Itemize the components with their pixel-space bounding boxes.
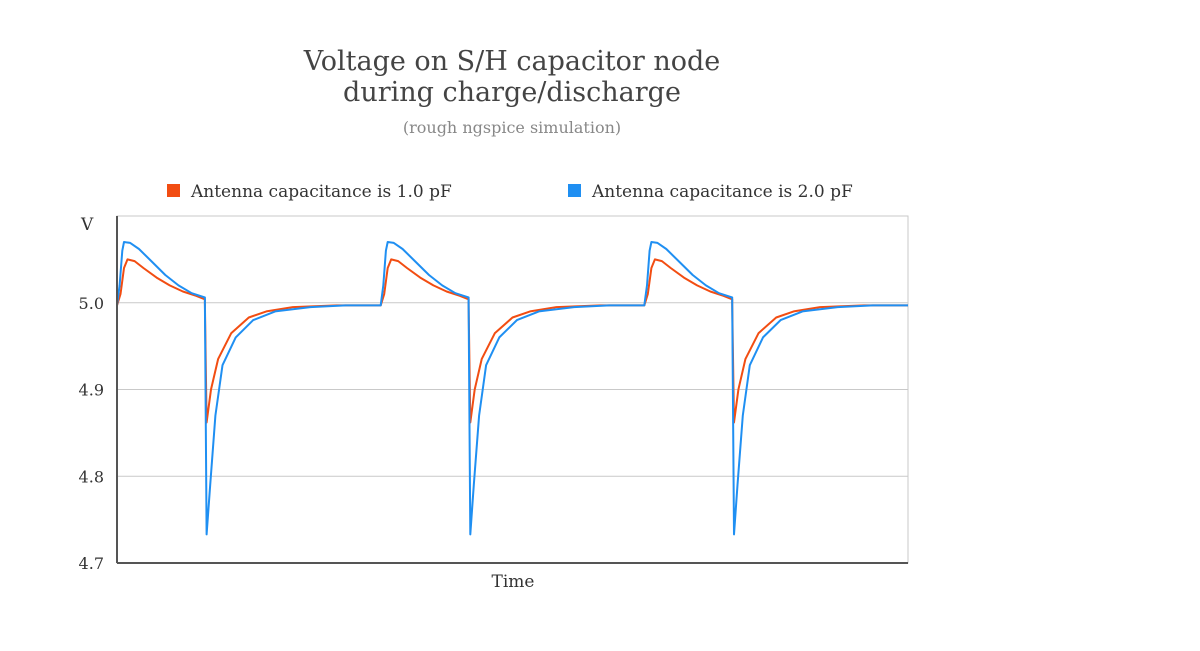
legend-label-2: Antenna capacitance is 2.0 pF	[591, 182, 853, 202]
y-tick-label-1: 4.8	[79, 467, 104, 486]
series-group	[116, 241, 908, 536]
chart-subtitle: (rough ngspice simulation)	[403, 118, 621, 137]
y-tick-label-3: 5.0	[79, 294, 104, 313]
series-line-1	[116, 258, 908, 424]
x-axis-label: Time	[492, 572, 535, 592]
y-tick-label-2: 4.9	[79, 381, 104, 400]
y-tick-label-0: 4.7	[79, 554, 104, 573]
grid	[116, 215, 909, 564]
chart-title-line-2: during charge/discharge	[343, 77, 681, 108]
axes	[116, 216, 908, 564]
legend-label-1: Antenna capacitance is 1.0 pF	[190, 182, 452, 202]
chart-title-line-1: Voltage on S/H capacitor node	[303, 46, 721, 77]
legend-swatch-2	[568, 184, 581, 197]
y-axis-ticks: 4.7 4.8 4.9 5.0	[79, 294, 104, 573]
legend-swatch-1	[167, 184, 180, 197]
legend: Antenna capacitance is 1.0 pF Antenna cap…	[167, 182, 853, 202]
series-line-2	[116, 241, 908, 536]
y-axis-label: V	[80, 215, 94, 235]
